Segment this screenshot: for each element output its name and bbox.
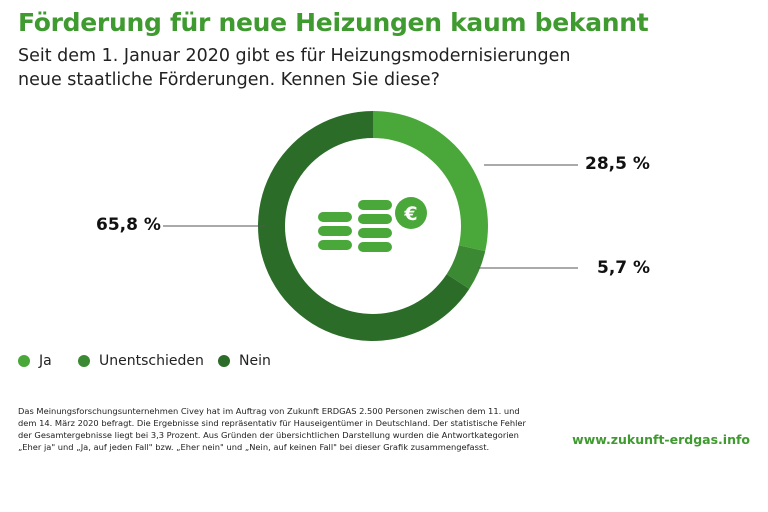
- chart-subtitle: Seit dem 1. Januar 2020 gibt es für Heiz…: [18, 46, 571, 90]
- data-label-ja: 28,5 %: [585, 154, 650, 174]
- legend-item-nein: Nein: [218, 353, 271, 369]
- donut-slice-ja: [373, 111, 488, 252]
- footnote: Das Meinungsforschungsunternehmen Civey …: [18, 406, 526, 452]
- legend-label: Nein: [239, 353, 271, 369]
- legend-item-ja: Ja: [18, 353, 52, 369]
- legend-swatch: [78, 355, 90, 367]
- coins-euro-icon: €: [318, 197, 427, 252]
- website-link[interactable]: www.zukunft-erdgas.info: [572, 432, 750, 447]
- leader-lines: [163, 164, 578, 269]
- legend-label: Unentschieden: [99, 353, 204, 369]
- legend-item-unentschieden: Unentschieden: [78, 353, 204, 369]
- legend-swatch: [218, 355, 230, 367]
- legend-label: Ja: [39, 353, 52, 369]
- donut-slice-unentschieden: [446, 245, 486, 289]
- legend-swatch: [18, 355, 30, 367]
- data-label-unentschieden: 5,7 %: [597, 258, 651, 278]
- donut-chart: €: [163, 111, 578, 341]
- chart-title: Förderung für neue Heizungen kaum bekann…: [18, 8, 649, 37]
- data-label-nein: 65,8 %: [96, 215, 161, 235]
- svg-text:€: €: [403, 203, 417, 225]
